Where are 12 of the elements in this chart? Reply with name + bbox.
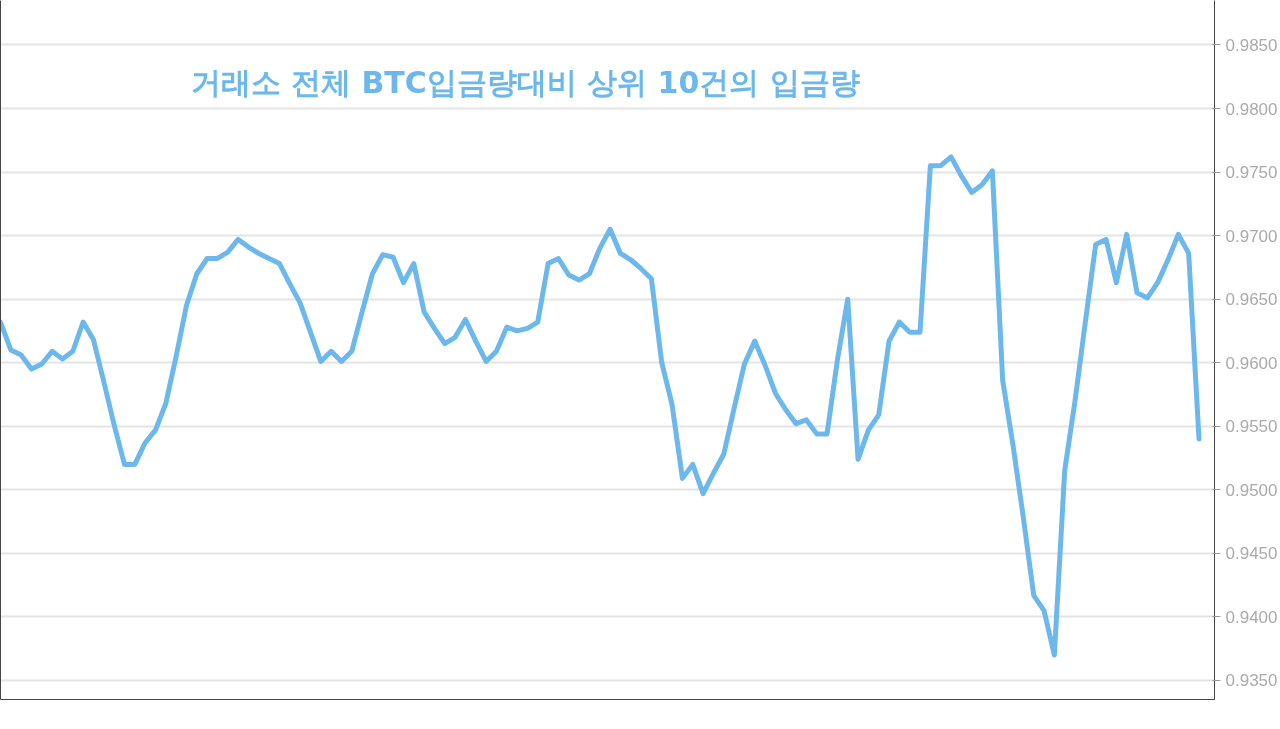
y-tick-label: 0.9650	[1225, 290, 1278, 310]
text: 거래소 전체 BTC입금량대비 상위 10건의 입금량	[190, 64, 860, 100]
y-tick-label: 0.9450	[1225, 544, 1278, 564]
y-tick-label: 0.9400	[1225, 607, 1278, 627]
y-tick-label: 0.9550	[1225, 417, 1278, 437]
y-tick-label: 0.9350	[1225, 671, 1278, 691]
y-tick-label: 0.9500	[1225, 480, 1278, 500]
y-tick-label: 0.9600	[1225, 353, 1278, 373]
y-tick-label: 0.9800	[1225, 99, 1278, 119]
y-tick-label: 0.9850	[1225, 35, 1278, 55]
y-tick-label: 0.9750	[1225, 163, 1278, 183]
y-tick-label: 0.9700	[1225, 226, 1278, 246]
